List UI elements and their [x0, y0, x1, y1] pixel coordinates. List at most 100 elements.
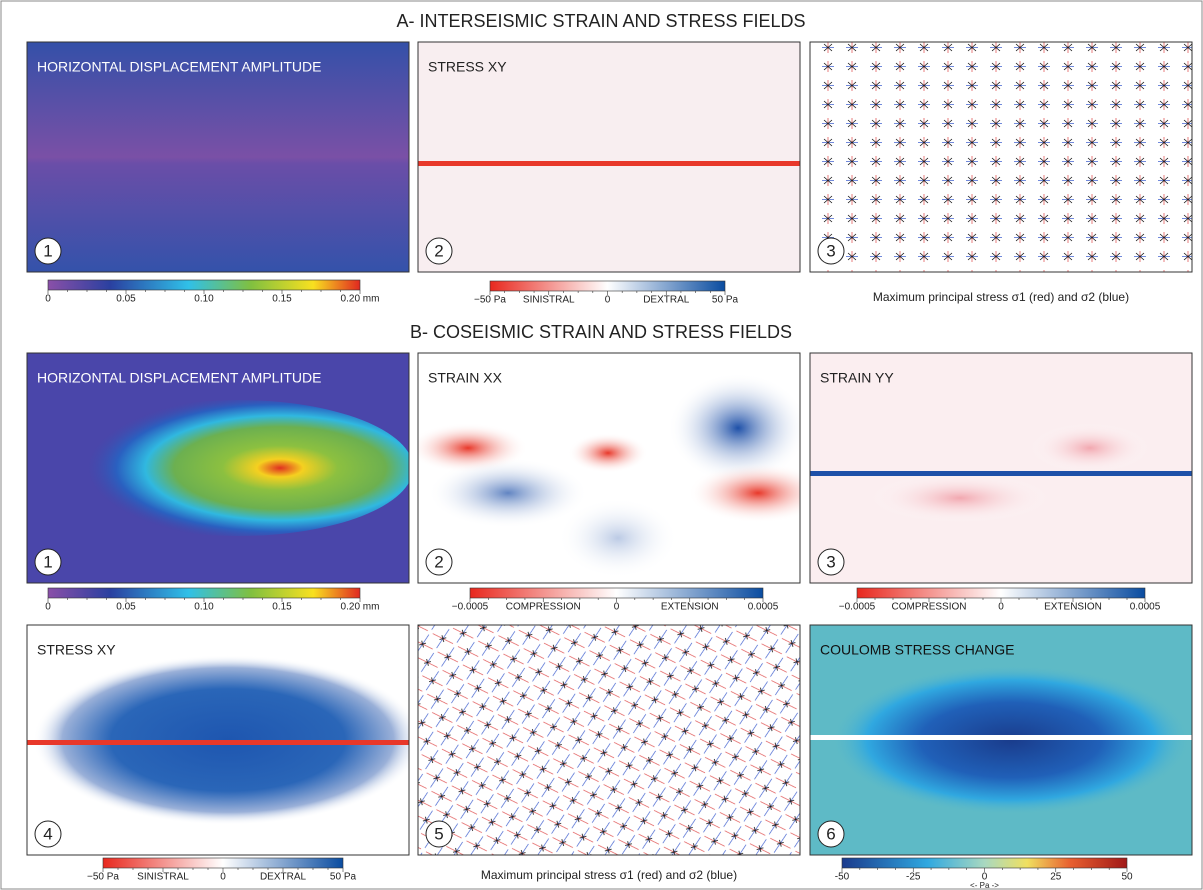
- panel-frame: [417, 41, 801, 273]
- colorbar-label: 0.05: [116, 602, 136, 613]
- panel-field: [27, 42, 409, 272]
- colorbar-label: 0.10: [194, 602, 214, 613]
- panel-number: 2: [434, 241, 443, 260]
- colorbar-label: 25: [1050, 872, 1062, 883]
- panel-caption: Maximum principal stress σ1 (red) and σ2…: [481, 868, 737, 882]
- panel-field: [418, 42, 800, 272]
- panel: 5 Maximum principal stress σ1 (red) and σ…: [417, 624, 801, 882]
- panel-number: 1: [43, 241, 52, 260]
- panel-label: HORIZONTAL DISPLACEMENT AMPLITUDE: [37, 370, 321, 386]
- colorbar-label: −50 Pa: [87, 872, 119, 883]
- field-blob: [568, 433, 648, 473]
- panel-field: [810, 353, 1192, 583]
- panel-number: 3: [826, 241, 835, 260]
- panel-number-badge: [817, 820, 845, 848]
- colorbar: [856, 587, 1146, 599]
- colorbar-label: 50: [1121, 872, 1133, 883]
- panel-frame: [809, 41, 1193, 273]
- colorbar-label: 0: [605, 295, 611, 306]
- panel-number: 4: [43, 824, 52, 843]
- colorbar-label: COMPRESSION: [891, 602, 966, 613]
- colorbar-label: 0: [982, 872, 988, 883]
- colorbar: [841, 857, 1128, 869]
- panel-field: [27, 353, 409, 583]
- panel-frame: [417, 352, 801, 584]
- stress-crosses: [418, 625, 800, 855]
- colorbar-label: 0: [45, 294, 51, 305]
- panel-label: STRESS XY: [37, 642, 116, 658]
- colorbar-label: −50 Pa: [474, 295, 506, 306]
- panel-frame: [26, 624, 410, 856]
- colorbar: [47, 587, 361, 599]
- colorbar-label: DEXTRAL: [643, 295, 690, 306]
- panel-number-badge: [425, 548, 453, 576]
- panel-label: STRESS XY: [428, 59, 507, 75]
- panel-field: [418, 625, 800, 855]
- panel-label: HORIZONTAL DISPLACEMENT AMPLITUDE: [37, 59, 321, 75]
- panel-field: [810, 42, 1192, 272]
- colorbar-label: 50 Pa: [330, 872, 357, 883]
- panel-frame: [809, 352, 1193, 584]
- panel: STRESS XY 2 −50 Pa SINISTRAL 0 DEXTRAL 50 Pa: [417, 41, 801, 306]
- field-blob: [1030, 423, 1150, 473]
- colorbar-label: SINISTRAL: [137, 872, 189, 883]
- colorbar-label: -50: [835, 872, 850, 883]
- colorbar-label: 50 Pa: [712, 295, 739, 306]
- colorbar: [102, 857, 344, 869]
- colorbar: [469, 587, 764, 599]
- panel-label: COULOMB STRESS CHANGE: [820, 642, 1014, 658]
- field-blob: [428, 458, 588, 528]
- panel-number-badge: [817, 548, 845, 576]
- fault-trace: [27, 740, 409, 745]
- colorbar: [489, 280, 726, 292]
- colorbar-label: EXTENSION: [661, 602, 719, 613]
- panel: STRAIN YY 3 −0.0005 COMPRESSION 0 EXTENSION 0.…: [809, 352, 1193, 613]
- colorbar-label: 0.0005: [748, 602, 779, 613]
- panel-field: [27, 625, 409, 855]
- panel: HORIZONTAL DISPLACEMENT AMPLITUDE 1 0 0.05 0…: [26, 352, 410, 613]
- colorbar-unit: <- Pa ->: [970, 881, 999, 890]
- field-blob: [558, 498, 678, 578]
- panel-number-badge: [425, 820, 453, 848]
- colorbar-label: EXTENSION: [1044, 602, 1102, 613]
- field-blob: [688, 463, 800, 523]
- panel-number: 2: [434, 552, 443, 571]
- panel-number: 3: [826, 552, 835, 571]
- panel-number: 5: [434, 824, 443, 843]
- colorbar-label: −0.0005: [839, 602, 876, 613]
- colorbar-label: 0: [998, 602, 1004, 613]
- section-title: B- COSEISMIC STRAIN AND STRESS FIELDS: [410, 322, 792, 342]
- fault-trace: [810, 471, 1192, 476]
- colorbar-label: 0.20 mm: [341, 294, 380, 305]
- panel-frame: [26, 352, 410, 584]
- panel-number-badge: [34, 820, 62, 848]
- colorbar-label: 0: [45, 602, 51, 613]
- field-background: [27, 42, 409, 272]
- fault-trace: [418, 161, 800, 166]
- section-title: A- INTERSEISMIC STRAIN AND STRESS FIELDS: [396, 11, 805, 31]
- panel-field: [418, 353, 800, 583]
- panel-caption: Maximum principal stress σ1 (red) and σ2…: [873, 290, 1129, 304]
- panel: STRAIN XX 2 −0.0005 COMPRESSION 0 EXTENSION 0.…: [417, 352, 801, 613]
- field-background: [418, 42, 800, 272]
- colorbar-label: 0: [220, 872, 226, 883]
- colorbar-label: DEXTRAL: [260, 872, 307, 883]
- colorbar-label: 0.05: [116, 294, 136, 305]
- panel-label: STRAIN YY: [820, 370, 894, 386]
- colorbar-label: 0: [614, 602, 620, 613]
- colorbar-label: SINISTRAL: [523, 295, 575, 306]
- colorbar: [47, 279, 361, 291]
- panel-number-badge: [425, 237, 453, 265]
- panel-number: 6: [826, 824, 835, 843]
- panel: HORIZONTAL DISPLACEMENT AMPLITUDE 1 0 0.05 0…: [26, 41, 410, 305]
- colorbar-label: 0.20 mm: [341, 602, 380, 613]
- colorbar-label: 0.0005: [1130, 602, 1161, 613]
- panel-frame: [809, 624, 1193, 856]
- field-background: [810, 353, 1192, 583]
- colorbar-label: 0.15: [272, 294, 292, 305]
- panel-number-badge: [34, 548, 62, 576]
- panel-frame: [26, 41, 410, 273]
- panel: COULOMB STRESS CHANGE 6 -50 -25 0 25 50 <- Pa -…: [809, 624, 1193, 890]
